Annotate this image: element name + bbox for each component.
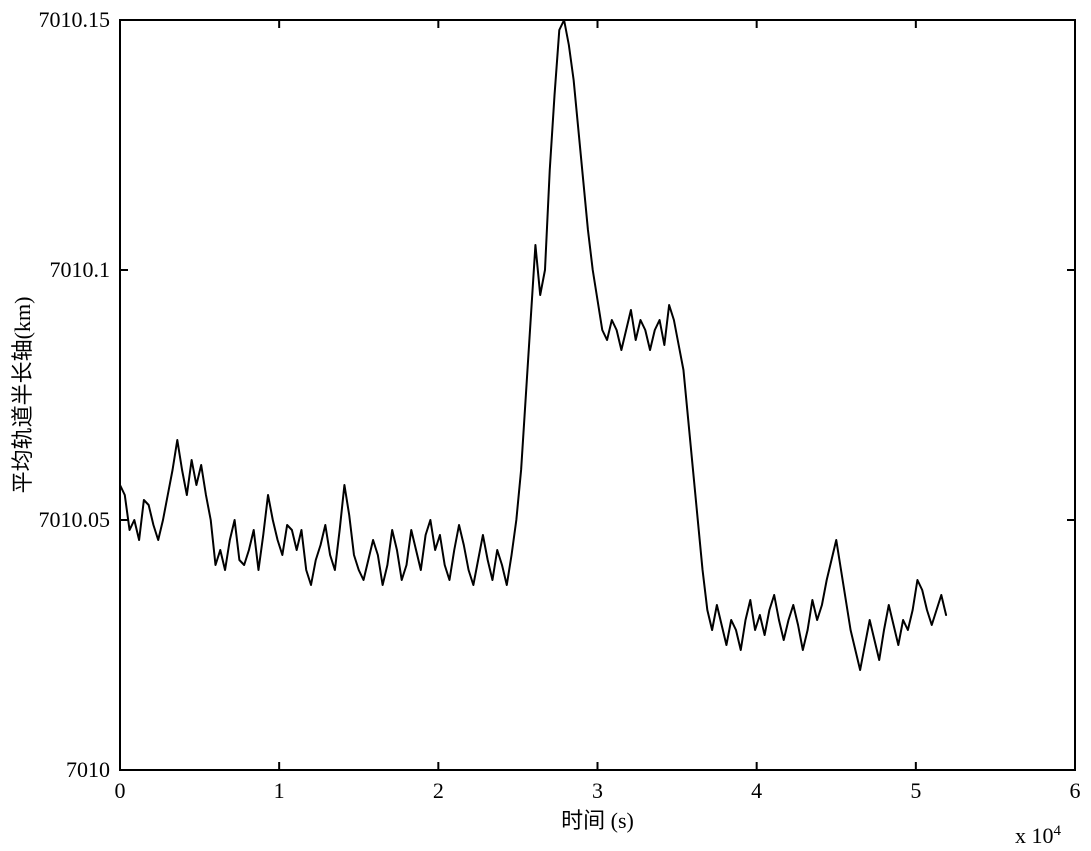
x-tick-label: 1	[274, 778, 285, 803]
x-tick-label: 3	[592, 778, 603, 803]
chart-svg: 0 1 2 3 4 5 6 7010 7010.05 7010.1 7010.15 时间 (s) 平均轨…	[0, 0, 1091, 851]
x-tick-label: 6	[1070, 778, 1081, 803]
x-tick-label: 0	[115, 778, 126, 803]
y-tick-label: 7010.15	[39, 7, 111, 32]
line-chart: 0 1 2 3 4 5 6 7010 7010.05 7010.1 7010.15 时间 (s) 平均轨…	[0, 0, 1091, 851]
y-tick-label: 7010	[66, 757, 110, 782]
x-axis-label: 时间 (s)	[561, 808, 634, 833]
y-axis-label: 平均轨道半长轴(km)	[10, 297, 35, 494]
x-tick-label: 2	[433, 778, 444, 803]
y-tick-label: 7010.05	[39, 507, 111, 532]
y-tick-label: 7010.1	[50, 257, 111, 282]
x-tick-label: 4	[751, 778, 762, 803]
x-tick-label: 5	[910, 778, 921, 803]
